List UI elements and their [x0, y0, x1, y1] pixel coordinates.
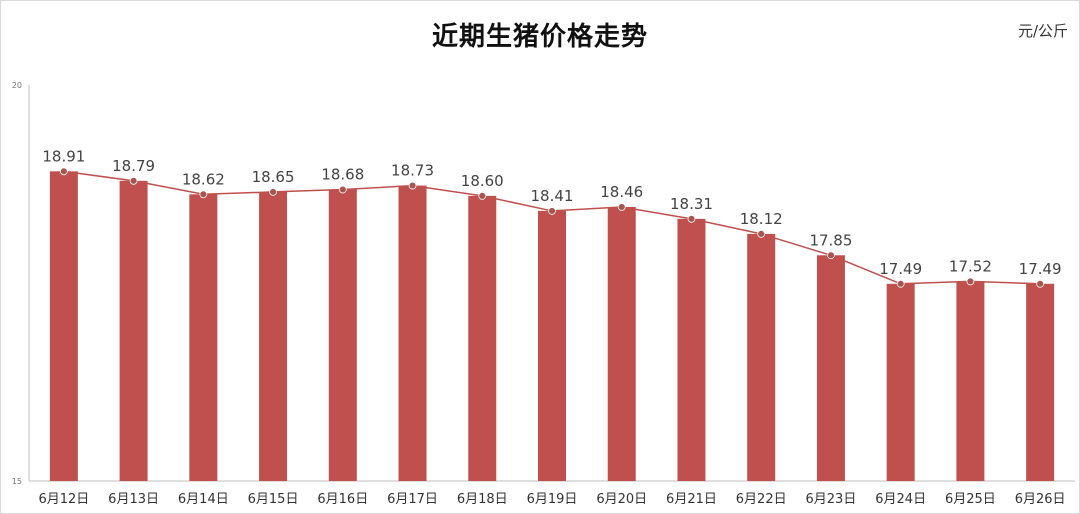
- x-tick-label: 6月20日: [596, 492, 647, 507]
- bar: [259, 191, 288, 482]
- data-label: 18.60: [461, 172, 504, 190]
- unit-label: 元/公斤: [1017, 22, 1068, 40]
- data-label: 18.12: [740, 210, 783, 228]
- bar: [49, 171, 78, 481]
- bar: [677, 218, 706, 481]
- x-tick-label: 6月15日: [248, 492, 299, 507]
- bar: [328, 189, 357, 481]
- x-tick-label: 6月19日: [527, 492, 578, 507]
- chart-title: 近期生猪价格走势: [431, 22, 648, 52]
- line-point: [896, 279, 905, 288]
- data-label: 18.68: [321, 166, 364, 184]
- line-point: [338, 185, 347, 194]
- line-point: [408, 181, 417, 190]
- data-label: 18.31: [670, 195, 713, 213]
- line-point: [617, 203, 626, 211]
- y-tick-label: 15: [12, 477, 22, 486]
- bar: [607, 206, 636, 481]
- line-point: [548, 207, 556, 215]
- line-point: [966, 277, 975, 286]
- bar: [119, 180, 148, 481]
- bar: [886, 283, 915, 481]
- line-point: [1036, 279, 1045, 288]
- data-label: 17.49: [879, 260, 922, 278]
- bar: [816, 255, 845, 481]
- line-point: [269, 188, 277, 196]
- line-point: [129, 176, 138, 185]
- x-tick-label: 6月21日: [666, 492, 717, 507]
- y-tick-label: 20: [12, 81, 22, 90]
- data-label: 18.73: [391, 162, 434, 180]
- bar: [189, 194, 218, 481]
- line-point: [478, 191, 487, 200]
- line-point: [687, 214, 696, 223]
- x-tick-label: 6月26日: [1015, 492, 1066, 507]
- line-point: [199, 190, 208, 199]
- line-point: [757, 229, 766, 238]
- data-label: 17.52: [949, 257, 992, 275]
- data-label: 17.49: [1019, 260, 1062, 278]
- data-label: 18.65: [252, 168, 295, 186]
- line-point: [59, 167, 68, 176]
- x-tick-label: 6月13日: [108, 492, 159, 507]
- bar: [1026, 283, 1055, 481]
- x-tick-label: 6月17日: [387, 492, 438, 507]
- x-tick-label: 6月16日: [317, 492, 368, 507]
- data-label: 18.46: [600, 183, 643, 201]
- bar: [747, 233, 776, 481]
- data-label: 18.41: [531, 187, 574, 205]
- data-label: 17.85: [809, 231, 852, 249]
- x-tick-label: 6月25日: [945, 492, 996, 507]
- x-tick-label: 6月14日: [178, 492, 229, 507]
- bar: [538, 210, 566, 482]
- x-tick-label: 6月22日: [736, 492, 787, 507]
- data-label: 18.79: [112, 157, 155, 175]
- x-tick-label: 6月12日: [38, 492, 89, 507]
- data-label: 18.91: [42, 147, 85, 165]
- bar: [956, 281, 985, 481]
- x-tick-label: 6月23日: [806, 492, 857, 507]
- bar: [468, 195, 497, 481]
- bar: [398, 185, 427, 482]
- x-tick-label: 6月18日: [457, 492, 508, 507]
- x-tick-label: 6月24日: [875, 492, 926, 507]
- data-label: 18.62: [182, 170, 225, 188]
- line-point: [827, 251, 835, 260]
